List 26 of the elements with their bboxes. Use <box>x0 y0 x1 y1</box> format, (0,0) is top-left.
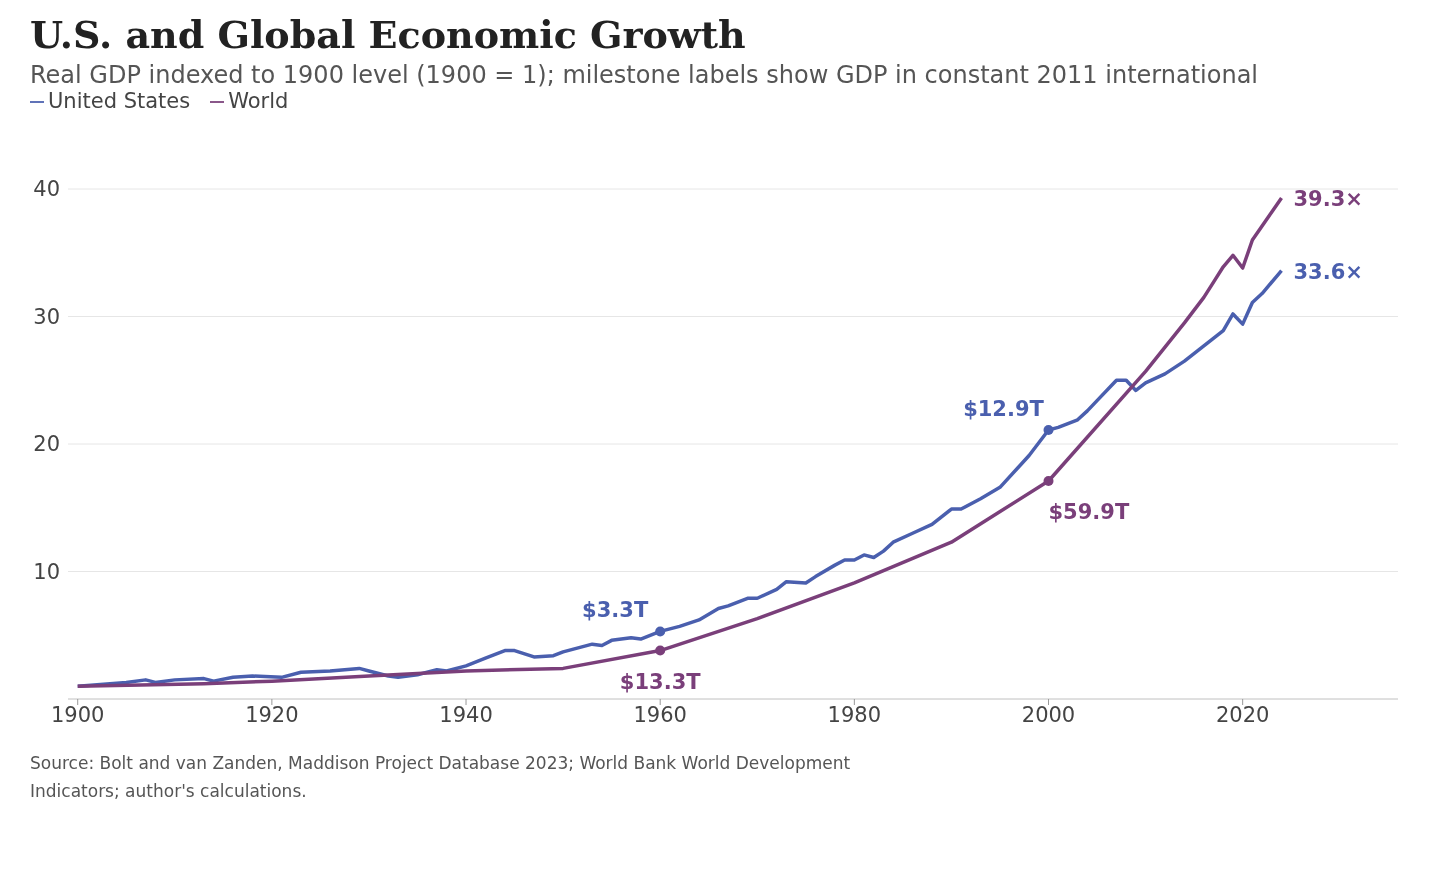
chart-subtitle: Real GDP indexed to 1900 level (1900 = 1); milestone labels show GDP in constant 2011 international <box>30 61 1260 89</box>
point <box>1043 424 1054 435</box>
x-tick-label: 2020 <box>1215 702 1270 727</box>
legend-label: United States <box>48 89 191 113</box>
y-tick-label: 40 <box>33 177 60 202</box>
x-tick-label: 1940 <box>439 702 493 727</box>
x-tick-label: 2000 <box>1021 702 1076 727</box>
annotation: 39.3× <box>1293 186 1363 211</box>
point <box>1043 475 1054 486</box>
annotation: $59.9T <box>1048 499 1130 524</box>
y-tick-label: 20 <box>33 432 60 457</box>
annotation: $3.3T <box>582 598 649 623</box>
x-tick-label: 1900 <box>50 702 105 727</box>
annotation: $13.3T <box>619 669 702 694</box>
y-tick-label: 10 <box>33 559 60 584</box>
annotation: $12.9T <box>963 396 1045 421</box>
source-note: Source: Bolt and van Zanden, Maddison Project Database 2023; World Bank World Development Indicators; author's calculations. <box>30 752 852 803</box>
chart-title: U.S. and Global Economic Growth <box>30 12 747 57</box>
y-tick-label: 30 <box>33 304 60 329</box>
x-tick-label: 1960 <box>633 702 687 727</box>
legend-label: World <box>228 89 289 113</box>
annotation: 33.6× <box>1293 259 1363 284</box>
point <box>655 645 666 656</box>
point <box>655 626 666 637</box>
x-tick-label: 1920 <box>245 702 299 727</box>
x-tick-label: 1980 <box>827 702 882 727</box>
